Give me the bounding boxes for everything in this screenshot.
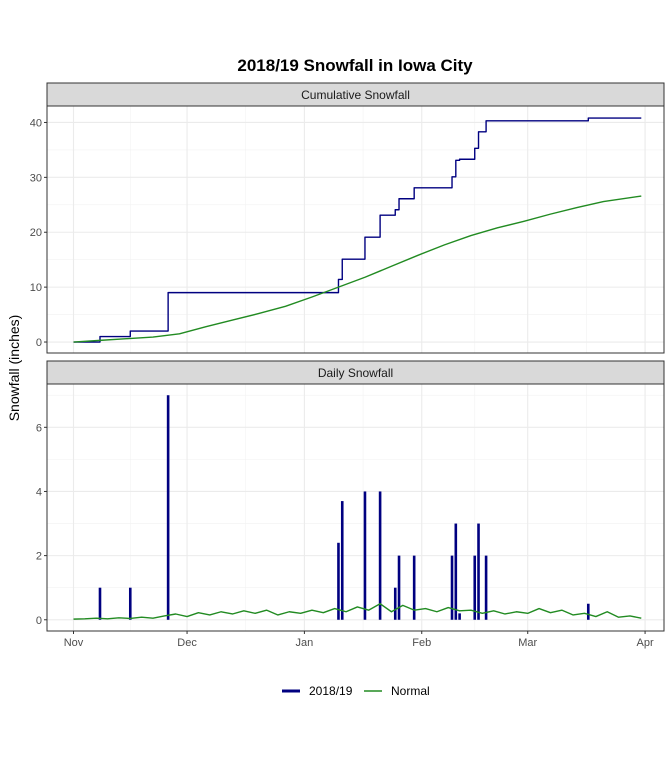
daily-snowfall-bar (484, 555, 488, 620)
panel-border (46, 383, 665, 632)
x-tick-label: Apr (637, 637, 654, 649)
panel-background (47, 106, 664, 353)
y-tick-label: 10 (30, 282, 42, 294)
legend-item-normal: Normal (364, 684, 430, 698)
daily-snowfall-bar (393, 587, 397, 620)
daily-snowfall-bar (378, 491, 382, 620)
panel-strip-label: Daily Snowfall (318, 366, 393, 380)
chart-title: 2018/19 Snowfall in Iowa City (237, 56, 473, 75)
y-tick-label: 2 (36, 551, 42, 563)
legend-label: 2018/19 (309, 684, 353, 698)
daily-snowfall-bar (340, 501, 344, 620)
daily-snowfall-bar (363, 491, 367, 620)
daily-snowfall-bar (586, 603, 590, 620)
daily-snowfall-bar (397, 555, 401, 620)
normal-series-line (73, 195, 642, 343)
panel-border (46, 105, 665, 354)
x-tick-label: Feb (412, 637, 431, 649)
legend: 2018/19 Normal (282, 684, 430, 698)
daily-snowfall-bar (412, 555, 416, 620)
panel-cumulative: Cumulative Snowfall 0 10 20 30 40 (30, 82, 665, 354)
x-tick-label: Dec (177, 637, 197, 649)
panel-strip-label: Cumulative Snowfall (301, 88, 410, 102)
daily-snowfall-bar (128, 587, 132, 620)
daily-snowfall-bar (454, 523, 458, 620)
y-tick-label: 6 (36, 422, 42, 434)
x-tick-label: Mar (518, 637, 537, 649)
y-tick-label: 40 (30, 117, 42, 129)
daily-snowfall-bar (98, 587, 102, 620)
panel-background (47, 384, 664, 631)
x-tick-label: Jan (296, 637, 314, 649)
y-tick-label: 30 (30, 172, 42, 184)
legend-item-season: 2018/19 (282, 684, 353, 698)
y-axis-title: Snowfall (inches) (6, 315, 22, 422)
normal-series-line (73, 603, 642, 620)
legend-label: Normal (391, 684, 430, 698)
x-tick-label: Nov (64, 637, 84, 649)
panel-daily: Daily Snowfall 0 2 4 6 Nov Dec Jan Feb Mar Apr (36, 360, 665, 649)
y-tick-label: 4 (36, 486, 42, 498)
season-series-line (73, 117, 642, 343)
daily-snowfall-bar (477, 523, 480, 620)
daily-snowfall-bar (166, 395, 170, 620)
y-tick-label: 0 (36, 615, 42, 627)
y-tick-label: 0 (36, 337, 42, 349)
daily-snowfall-bar (458, 613, 461, 620)
y-tick-label: 20 (30, 227, 42, 239)
daily-snowfall-bar (337, 542, 340, 620)
daily-snowfall-bar (450, 555, 454, 620)
daily-snowfall-bar (473, 555, 477, 620)
